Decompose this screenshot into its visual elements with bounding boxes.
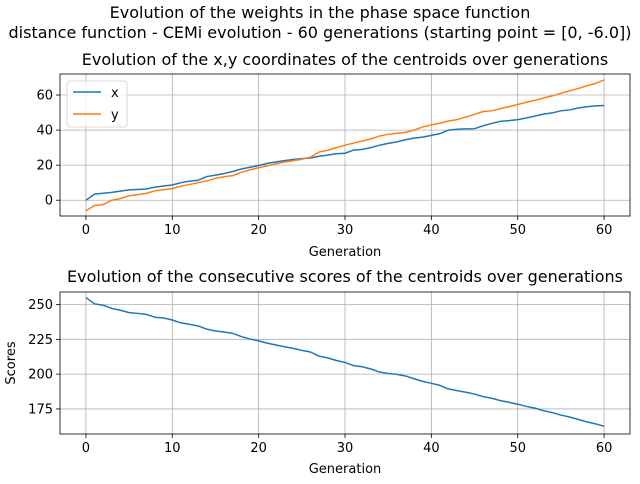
x-tick-label: 0 <box>82 441 90 456</box>
scores-series <box>85 296 605 428</box>
scores-ticks: 0 10 20 30 40 50 60 175 200 225 250 <box>28 298 612 456</box>
x-tick-label: 20 <box>250 223 267 238</box>
x-tick-label: 50 <box>509 441 526 456</box>
x-tick-label: 30 <box>337 223 354 238</box>
y-tick-label: 225 <box>28 333 53 348</box>
coordinates-grid <box>60 74 630 216</box>
y-tick-label: 20 <box>36 159 53 174</box>
scores-x-label: Generation <box>309 462 382 477</box>
y-tick-label: 250 <box>28 298 53 313</box>
coordinates-series-y-line <box>85 79 605 212</box>
coordinates-legend: x y <box>66 80 128 128</box>
coordinates-series <box>85 79 605 212</box>
coordinates-x-label: Generation <box>309 245 382 260</box>
y-tick-label: 175 <box>28 402 53 417</box>
scores-chart: 0 10 20 30 40 50 60 175 200 225 250 Evolution of t… <box>4 267 631 477</box>
coordinates-series-x-line <box>85 104 605 201</box>
figure-title: Evolution of the weights in the phase sp… <box>110 3 531 22</box>
figure-subtitle: distance function - CEMi evolution - 60 … <box>9 23 632 42</box>
coordinates-chart-title: Evolution of the x,y coordinates of the … <box>82 50 608 69</box>
coordinates-chart: 0 10 20 30 40 50 60 0 20 40 60 Evolution of the x,… <box>36 50 631 260</box>
scores-y-label: Scores <box>4 341 19 384</box>
scores-chart-title: Evolution of the consecutive scores of t… <box>67 267 623 286</box>
coordinates-ticks: 0 10 20 30 40 50 60 0 20 40 60 <box>36 89 612 238</box>
x-tick-label: 60 <box>596 441 613 456</box>
x-tick-label: 20 <box>250 441 267 456</box>
legend-y-label: y <box>111 108 119 123</box>
x-tick-label: 50 <box>509 223 526 238</box>
x-tick-label: 30 <box>337 441 354 456</box>
y-tick-label: 0 <box>45 194 53 209</box>
x-tick-label: 60 <box>596 223 613 238</box>
x-tick-label: 40 <box>423 223 440 238</box>
x-tick-label: 40 <box>423 441 440 456</box>
legend-x-label: x <box>111 86 119 101</box>
x-tick-label: 10 <box>164 223 181 238</box>
y-tick-label: 40 <box>36 124 53 139</box>
scores-grid <box>60 292 630 434</box>
y-tick-label: 60 <box>36 89 53 104</box>
x-tick-label: 10 <box>164 441 181 456</box>
x-tick-label: 0 <box>82 223 90 238</box>
scores-line <box>85 296 605 428</box>
y-tick-label: 200 <box>28 368 53 383</box>
